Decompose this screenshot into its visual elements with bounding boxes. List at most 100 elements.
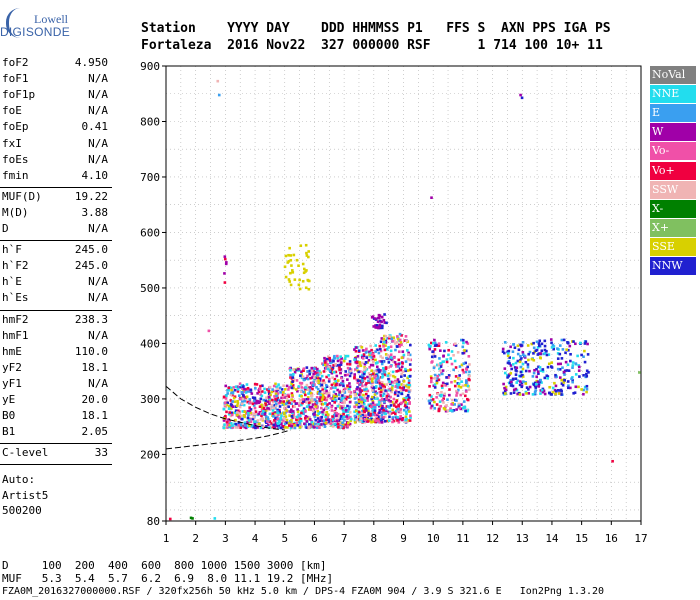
echo-point: [395, 382, 399, 386]
echo-point: [454, 366, 458, 369]
echo-point: [305, 251, 308, 255]
echo-point: [278, 421, 281, 424]
echo-point: [402, 397, 405, 401]
echo-point: [385, 405, 389, 408]
echo-point: [464, 409, 467, 413]
param-key: yF2: [2, 360, 22, 374]
echo-point: [305, 405, 309, 408]
echo-point: [450, 380, 453, 384]
echo-point: [406, 420, 409, 423]
echo-point: [385, 389, 389, 393]
echo-point: [262, 425, 265, 428]
echo-point: [262, 413, 266, 416]
echo-point: [563, 373, 566, 376]
echo-point: [550, 393, 553, 396]
echo-point: [243, 421, 247, 424]
echo-point: [543, 392, 547, 396]
echo-point: [270, 407, 273, 410]
echo-point: [361, 376, 365, 380]
echo-point: [346, 354, 350, 358]
echo-point: [309, 386, 312, 389]
echo-point: [465, 368, 469, 371]
echo-point: [306, 415, 310, 419]
echo-point: [394, 410, 398, 413]
legend-item-vominus: Vo-: [650, 142, 696, 161]
echo-point: [273, 419, 276, 422]
echo-point: [342, 415, 346, 419]
echo-point: [465, 390, 468, 393]
param-key: B0: [2, 409, 16, 423]
echo-point: [286, 401, 290, 405]
param-value: 245.0: [74, 243, 108, 257]
echo-point: [443, 349, 446, 353]
echo-point: [442, 401, 445, 404]
echo-point: [363, 362, 367, 366]
echo-point: [299, 374, 302, 378]
echo-point: [341, 421, 344, 425]
echo-point: [273, 403, 277, 407]
echo-point: [583, 360, 587, 364]
echo-point: [512, 391, 516, 394]
echo-point: [330, 420, 334, 423]
echo-point: [536, 370, 540, 373]
param-row-hmf2: hmF2 238.3: [2, 313, 108, 329]
echo-point: [348, 360, 352, 363]
echo-point: [540, 381, 543, 384]
echo-point: [402, 383, 405, 387]
echo-point: [383, 313, 386, 316]
echo-point: [536, 346, 540, 349]
echo-point: [308, 418, 312, 421]
echo-point: [336, 412, 340, 416]
echo-point: [326, 403, 329, 406]
echo-point: [404, 389, 408, 392]
echo-point: [222, 426, 226, 430]
echo-point: [320, 383, 324, 387]
echo-point: [306, 377, 310, 381]
echo-point: [379, 340, 383, 344]
echo-point: [445, 404, 448, 407]
echo-point: [374, 344, 378, 347]
echo-point: [342, 404, 346, 408]
echo-point: [582, 355, 585, 359]
echo-point: [274, 402, 278, 406]
echo-point: [404, 410, 408, 414]
echo-point: [273, 399, 277, 403]
echo-point: [242, 424, 245, 428]
echo-point: [294, 388, 298, 391]
echo-point: [357, 400, 361, 403]
echo-point: [327, 418, 330, 422]
echo-point: [555, 375, 558, 379]
echo-point: [559, 362, 562, 366]
echo-point: [402, 400, 405, 404]
echo-point: [244, 391, 248, 394]
echo-point: [408, 402, 411, 405]
echo-point: [265, 425, 268, 428]
echo-point: [572, 340, 575, 343]
echo-point: [356, 379, 360, 382]
echo-point: [461, 345, 465, 349]
echo-point: [325, 407, 328, 410]
echo-point: [309, 394, 313, 398]
echo-point: [229, 414, 233, 418]
echo-point: [338, 425, 342, 429]
echo-point: [543, 339, 547, 343]
echo-point: [461, 406, 465, 410]
echo-point: [259, 384, 262, 388]
echo-point: [246, 425, 250, 428]
echo-point: [385, 383, 389, 386]
echo-point: [365, 387, 368, 391]
echo-point: [377, 326, 380, 330]
echo-point: [384, 334, 388, 338]
echo-point: [433, 373, 437, 377]
echo-point: [569, 359, 572, 363]
echo-point: [445, 360, 449, 364]
echo-point: [438, 407, 441, 411]
echo-point: [257, 412, 261, 416]
echo-point: [268, 412, 272, 416]
echo-point: [297, 417, 301, 420]
echo-point: [293, 416, 297, 419]
echo-point: [517, 391, 521, 395]
param-key: foEp: [2, 120, 29, 134]
echo-point: [454, 342, 457, 346]
param-row-fof1: foF1 N/A: [2, 72, 108, 88]
